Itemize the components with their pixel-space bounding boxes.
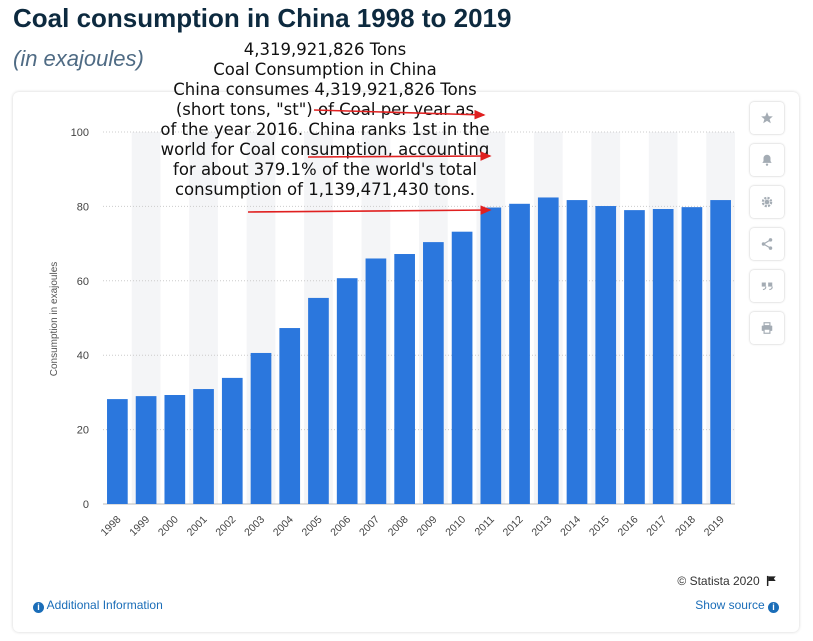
x-tick-label: 2011 <box>472 514 497 539</box>
annotation-line: consumption of 1,139,471,430 tons. <box>174 180 476 199</box>
show-source-link[interactable]: Show source i <box>695 598 779 613</box>
quote-icon <box>761 282 773 291</box>
info-icon: i <box>33 602 44 613</box>
bar[interactable] <box>423 242 444 504</box>
show-source-label: Show source <box>695 598 765 612</box>
bar[interactable] <box>652 209 674 504</box>
annotation-line: 4,319,921,826 Tons <box>243 40 407 59</box>
x-tick-label: 2004 <box>271 514 296 539</box>
additional-information-label: Additional Information <box>46 598 163 612</box>
annotation-line: of the year 2016. China ranks 1st in the <box>160 120 490 139</box>
chart-card: 0 20 40 60 80 100 1998 1999 2000 2001 2002 2003 200… <box>13 92 799 632</box>
x-tick-label: 1998 <box>98 514 123 539</box>
x-tick-label: 2002 <box>213 514 238 539</box>
y-tick-label: 0 <box>83 499 89 511</box>
x-tick-label: 2018 <box>673 514 698 539</box>
share-icon <box>761 238 773 250</box>
bar[interactable] <box>221 377 243 504</box>
annotation-line: China consumes 4,319,921,826 Tons <box>173 80 477 99</box>
gear-icon <box>761 196 773 208</box>
bar[interactable] <box>451 231 473 505</box>
y-axis-label: Consumption in exajoules <box>49 262 60 377</box>
x-tick-label: 1999 <box>127 514 152 539</box>
statista-credit: © Statista 2020 <box>677 574 777 588</box>
x-tick-label: 2010 <box>443 514 468 539</box>
bar[interactable] <box>279 328 301 504</box>
x-tick-label: 2015 <box>587 514 612 539</box>
bar[interactable] <box>250 352 272 504</box>
bar[interactable] <box>107 399 128 504</box>
x-tick-label: 2014 <box>558 514 583 539</box>
toolbar <box>750 102 786 354</box>
bar[interactable] <box>193 389 214 504</box>
x-tick-label: 2013 <box>529 514 554 539</box>
x-tick-label: 2009 <box>414 514 439 539</box>
chart-title: Coal consumption in China 1998 to 2019 <box>13 3 512 33</box>
x-tick-label: 2000 <box>156 514 181 539</box>
bar[interactable] <box>336 278 358 504</box>
bell-icon <box>762 154 772 166</box>
favorite-button[interactable] <box>750 102 784 134</box>
bar[interactable] <box>509 203 530 504</box>
x-tick-label: 2001 <box>185 514 210 539</box>
annotation-overlay: 4,319,921,826 Tons Coal Consumption in Ch… <box>135 40 515 200</box>
settings-button[interactable] <box>750 186 784 218</box>
flag-icon[interactable] <box>766 575 777 586</box>
bar[interactable] <box>681 207 703 505</box>
credit-text: © Statista 2020 <box>677 574 760 588</box>
bar[interactable] <box>480 207 502 504</box>
y-tick-label: 40 <box>77 350 89 362</box>
bar[interactable] <box>394 254 415 504</box>
annotation-line: Coal Consumption in China <box>213 60 437 79</box>
bar[interactable] <box>308 297 329 504</box>
chart-subtitle: (in exajoules) <box>13 46 144 71</box>
bar[interactable] <box>537 197 559 505</box>
bar[interactable] <box>365 258 387 504</box>
x-tick-label: 2016 <box>616 514 641 539</box>
bar[interactable] <box>595 206 617 504</box>
additional-information-link[interactable]: i Additional Information <box>33 598 163 613</box>
x-tick-label: 2008 <box>386 514 411 539</box>
y-tick-label: 20 <box>77 425 89 437</box>
y-tick-label: 60 <box>77 276 89 288</box>
x-tick-label: 2019 <box>702 514 727 539</box>
y-tick-label: 100 <box>71 127 89 139</box>
bar[interactable] <box>164 395 186 504</box>
share-button[interactable] <box>750 228 784 260</box>
bar[interactable] <box>566 200 588 504</box>
x-tick-label: 2003 <box>242 514 267 539</box>
x-tick-label: 2005 <box>300 514 325 539</box>
x-tick-label: 2007 <box>357 514 382 539</box>
x-tick-label: 2012 <box>501 514 526 539</box>
star-icon <box>761 112 773 124</box>
bar[interactable] <box>710 200 731 504</box>
notification-button[interactable] <box>750 144 784 176</box>
print-icon <box>761 322 773 334</box>
bar[interactable] <box>135 396 157 504</box>
annotation-line: for about 379.1% of the world's total <box>173 160 477 179</box>
x-tick-label: 2017 <box>644 514 669 539</box>
info-icon: i <box>768 602 779 613</box>
x-tick-label: 2006 <box>328 514 353 539</box>
print-button[interactable] <box>750 312 784 344</box>
annotation-line: world for Coal consumption, accounting <box>160 140 490 159</box>
cite-button[interactable] <box>750 270 784 302</box>
y-tick-label: 80 <box>77 201 89 213</box>
annotation-line: (short tons, "st") of Coal per year as <box>175 100 475 119</box>
bar[interactable] <box>624 210 645 504</box>
